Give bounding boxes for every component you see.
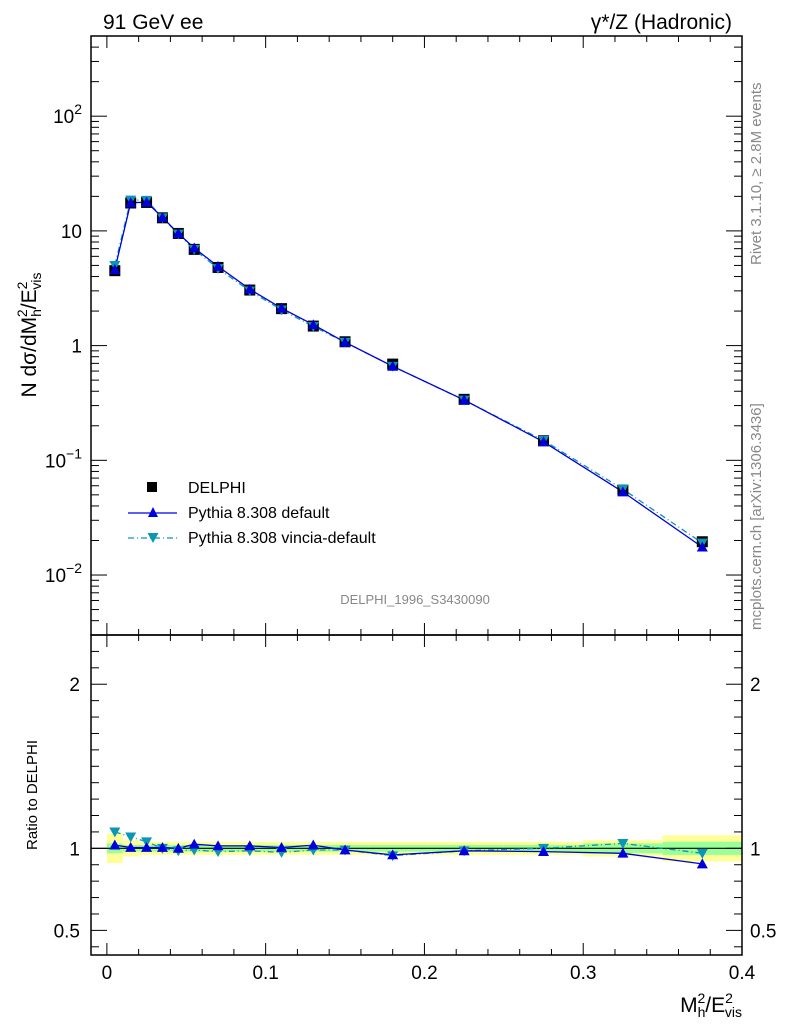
marker-default (696, 541, 708, 552)
ratio-marker-default (276, 842, 288, 852)
marker-default (339, 336, 351, 347)
ratio-plot: 0 0.1 0.2 0.3 0.4 0.5 0.5 1 1 2 2 (54, 634, 776, 984)
marker-default (307, 319, 319, 330)
ratio-marks (91, 827, 742, 869)
ratio-marker-default (141, 842, 153, 852)
main-y-tick-label: 10−1 (45, 445, 82, 472)
ratio-y-tick-label: 0.5 (54, 921, 80, 942)
ratio-marker-default (172, 842, 184, 853)
marker-default (538, 436, 550, 447)
ratio-marker-default (617, 847, 629, 858)
main-ticks: 10−2 10−1 1 10 102 (45, 35, 743, 636)
marker-default (109, 264, 121, 274)
marker-default (617, 486, 629, 497)
x-tick-label: 0.3 (570, 963, 596, 984)
ratio-marker-default (307, 839, 319, 850)
ratio-marker-default (696, 858, 708, 869)
ratio-marker-default (387, 849, 399, 860)
marker-default (125, 197, 137, 208)
ratio-marker-vincia (617, 839, 629, 849)
ratio-y-tick-label: 1 (69, 839, 80, 860)
legend-marker-vincia (147, 533, 159, 543)
rivet-label: Rivet 3.1.10, ≥ 2.8M events (748, 83, 765, 266)
y-axis-title-ratio: Ratio to DELPHI (24, 740, 41, 850)
legend-marker-data (147, 482, 157, 492)
legend-label-data: DELPHI (188, 480, 246, 497)
x-tick-label: 0.4 (729, 963, 756, 984)
legend-marker-default (148, 507, 158, 517)
ratio-marker-vincia (109, 827, 121, 838)
mcplots-label: mcplots.cern.ch [arXiv:1306.3436] (748, 403, 765, 630)
ratio-marker-default (212, 840, 224, 851)
ratio-marker-default (125, 842, 137, 852)
main-marks (109, 195, 708, 552)
ratio-line-default (114, 843, 703, 865)
legend-label-vincia: Pythia 8.308 vincia-default (188, 530, 376, 547)
ratio-marker-vincia (696, 848, 708, 859)
ratio-frame (90, 634, 743, 956)
ratio-marker-default (109, 839, 121, 850)
ratio-marker-default (244, 840, 256, 851)
ratio-marker-vincia (125, 832, 137, 843)
ratio-y-tick-label: 2 (69, 675, 80, 696)
x-tick-label: 0 (102, 963, 113, 984)
marker-default (156, 211, 168, 222)
ratio-marker-default (339, 844, 351, 855)
main-y-tick-label: 1 (71, 337, 82, 358)
ratio-y-tick-label-right: 1 (750, 839, 761, 860)
x-tick-label: 0.1 (252, 963, 278, 984)
x-axis-title: Mh2/E2 vis (680, 990, 742, 1020)
marker-default (141, 196, 153, 207)
ratio-line-vincia (114, 831, 703, 857)
main-y-tick-label: 10 (61, 222, 82, 243)
legend: DELPHI Pythia 8.308 default Pythia 8.308… (128, 480, 376, 547)
header-right-label: γ*/Z (Hadronic) (591, 11, 732, 34)
main-plot: DELPHI_1996_S3430090 10−2 10−1 1 10 102 (45, 35, 743, 636)
series-line-default (114, 201, 703, 548)
ratio-marker-default (458, 845, 470, 856)
legend-label-default: Pythia 8.308 default (188, 505, 330, 522)
marker-default (244, 283, 256, 294)
main-y-tick-label: 10−2 (45, 560, 82, 587)
ratio-ticks: 0 0.1 0.2 0.3 0.4 0.5 0.5 1 1 2 2 (54, 635, 776, 984)
marker-default (387, 360, 399, 371)
ratio-marker-default (156, 842, 168, 852)
ratio-marker-default (538, 846, 550, 857)
ratio-y-tick-label-right: 2 (750, 675, 761, 696)
marker-default (172, 227, 184, 238)
ratio-y-tick-label-right: 0.5 (750, 921, 776, 942)
ratio-marker-default (188, 838, 200, 849)
watermark: DELPHI_1996_S3430090 (340, 592, 490, 607)
y-axis-title-main: N dσ/dMh2/E2vis (14, 272, 44, 397)
header-left-label: 91 GeV ee (103, 11, 203, 34)
main-y-tick-label: 102 (53, 101, 82, 128)
x-tick-label: 0.2 (411, 963, 437, 984)
marker-default (276, 302, 288, 313)
marker-default (212, 260, 224, 271)
marker-default (458, 394, 470, 405)
marker-default (188, 242, 200, 253)
